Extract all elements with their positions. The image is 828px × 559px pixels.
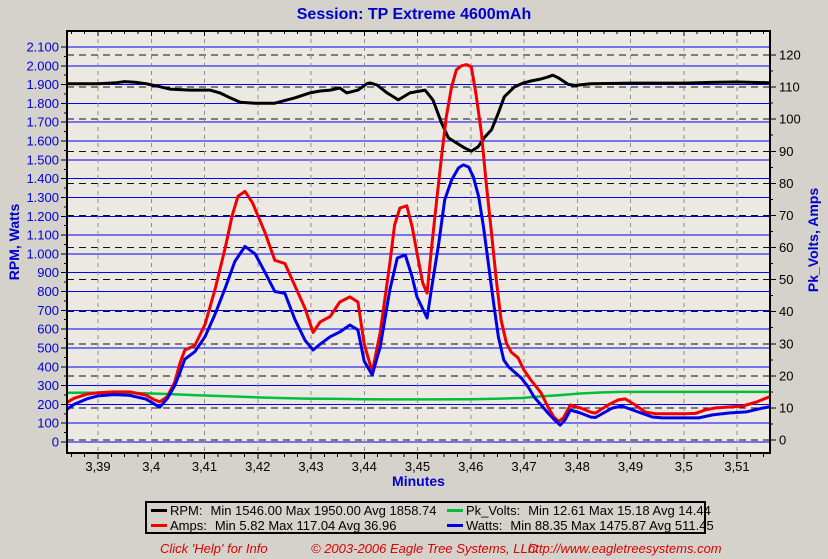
- right-axis-tick-label: 120: [779, 48, 801, 63]
- right-axis-tick-label: 30: [779, 336, 793, 351]
- right-axis-tick-label: 10: [779, 400, 793, 415]
- right-axis-tick-label: 20: [779, 368, 793, 383]
- left-axis-title: RPM, Watts: [6, 203, 22, 281]
- right-axis-tick-label: 100: [779, 112, 801, 127]
- legend: RPM: Min 1546.00 Max 1950.00 Avg 1858.74 P…: [145, 501, 714, 534]
- legend-marker-icon: [447, 524, 463, 527]
- right-axis-tick-label: 90: [779, 144, 793, 159]
- amps-curve: [68, 63, 769, 423]
- right-axis-tick-label: 60: [779, 240, 793, 255]
- left-axis-tick-label: 1.200: [26, 209, 59, 224]
- legend-marker-icon: [151, 524, 167, 527]
- left-axis-tick-label: 300: [37, 378, 59, 393]
- x-axis-tick-label: 3,4: [142, 459, 160, 474]
- x-axis-tick-label: 3,46: [458, 459, 483, 474]
- left-axis-tick-label: 700: [37, 303, 59, 318]
- page-title: Session: TP Extreme 4600mAh: [296, 6, 532, 23]
- x-axis-tick-label: 3,43: [298, 459, 323, 474]
- right-axis-tick-label: 80: [779, 176, 793, 191]
- x-axis-tick-label: 3,47: [511, 459, 536, 474]
- legend-series-stats: Min 5.82 Max 117.04 Avg 36.96: [214, 518, 397, 533]
- x-axis-title: Minutes: [392, 473, 445, 489]
- right-axis-tick-label: 70: [779, 208, 793, 223]
- x-axis-tick-label: 3,51: [724, 459, 749, 474]
- left-axis-tick-label: 1.500: [26, 152, 59, 167]
- legend-entry-pk_volts: Pk_Volts: Min 12.61 Max 15.18 Avg 14.44: [447, 503, 714, 518]
- right-axis-tick-label: 40: [779, 304, 793, 319]
- footer-copyright: © 2003-2006 Eagle Tree Systems, LLC: [311, 541, 538, 556]
- left-axis-tick-label: 2.100: [26, 40, 59, 55]
- legend-entry-rpm: RPM: Min 1546.00 Max 1950.00 Avg 1858.74: [151, 503, 447, 518]
- left-axis-tick-label: 1.000: [26, 246, 59, 261]
- legend-series-stats: Min 1546.00 Max 1950.00 Avg 1858.74: [210, 503, 437, 518]
- x-axis-tick-label: 3,41: [192, 459, 217, 474]
- x-axis-tick-label: 3,42: [245, 459, 270, 474]
- left-axis-tick-label: 500: [37, 340, 59, 355]
- legend-entry-watts: Watts: Min 88.35 Max 1475.87 Avg 511.45: [447, 518, 714, 533]
- left-axis-tick-label: 1.900: [26, 77, 59, 92]
- left-axis-tick-label: 200: [37, 397, 59, 412]
- right-axis-tick-label: 0: [779, 433, 786, 448]
- legend-entry-amps: Amps: Min 5.82 Max 117.04 Avg 36.96: [151, 518, 447, 533]
- plot-background: [67, 31, 770, 453]
- x-axis-tick-label: 3,48: [565, 459, 590, 474]
- left-axis-tick-label: 900: [37, 265, 59, 280]
- legend-series-name: Watts:: [466, 518, 503, 533]
- legend-series-stats: Min 88.35 Max 1475.87 Avg 511.45: [510, 518, 714, 533]
- x-axis-tick-label: 3,5: [675, 459, 693, 474]
- legend-marker-icon: [151, 509, 167, 512]
- footer-url-link[interactable]: http://www.eagletreesystems.com: [528, 541, 722, 556]
- legend-series-name: RPM:: [170, 503, 203, 518]
- left-axis-tick-label: 1.400: [26, 171, 59, 186]
- legend-series-name: Pk_Volts:: [466, 503, 521, 518]
- left-axis-tick-label: 1.800: [26, 96, 59, 111]
- left-axis-tick-label: 800: [37, 284, 59, 299]
- left-axis-tick-label: 0: [52, 435, 59, 450]
- legend-marker-icon: [447, 509, 463, 512]
- watts-curve: [68, 163, 769, 427]
- left-axis-tick-label: 600: [37, 322, 59, 337]
- rpm-curve: [68, 73, 769, 153]
- left-axis-tick-label: 1.100: [26, 228, 59, 243]
- x-axis-tick-label: 3,39: [85, 459, 110, 474]
- x-axis-tick-label: 3,49: [618, 459, 643, 474]
- legend-series-stats: Min 12.61 Max 15.18 Avg 14.44: [528, 503, 711, 518]
- x-axis-tick-label: 3,44: [352, 459, 377, 474]
- left-axis-tick-label: 1.300: [26, 190, 59, 205]
- left-axis-tick-label: 100: [37, 416, 59, 431]
- right-axis-tick-label: 50: [779, 272, 793, 287]
- left-axis-tick-label: 2.000: [26, 58, 59, 73]
- left-axis-tick-label: 400: [37, 359, 59, 374]
- legend-series-name: Amps:: [170, 518, 207, 533]
- left-axis-tick-label: 1.700: [26, 115, 59, 130]
- left-axis-tick-label: 1.600: [26, 134, 59, 149]
- right-axis-title: Pk_Volts, Amps: [805, 187, 821, 293]
- x-axis-tick-label: 3,45: [405, 459, 430, 474]
- plot-border: [66, 30, 771, 454]
- right-axis-tick-label: 110: [779, 80, 800, 95]
- footer-help-text: Click 'Help' for Info: [160, 541, 268, 556]
- pk_volts-curve: [68, 390, 769, 401]
